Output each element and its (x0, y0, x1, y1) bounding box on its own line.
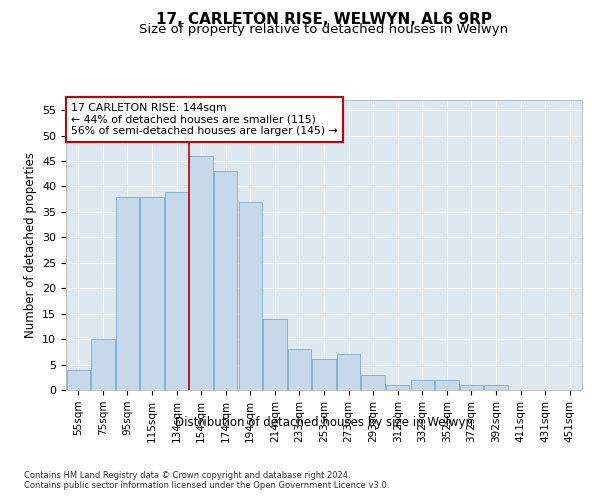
Bar (386, 385, 409, 390)
Bar (140, 196, 164, 390)
Bar (337, 354, 360, 390)
Bar (361, 374, 385, 390)
Text: 17, CARLETON RISE, WELWYN, AL6 9RP: 17, CARLETON RISE, WELWYN, AL6 9RP (156, 12, 492, 28)
Bar (165, 192, 188, 390)
Bar (91, 339, 115, 390)
Bar (410, 380, 434, 390)
Text: Contains HM Land Registry data © Crown copyright and database right 2024.: Contains HM Land Registry data © Crown c… (24, 470, 350, 480)
Text: Contains public sector information licensed under the Open Government Licence v3: Contains public sector information licen… (24, 480, 389, 490)
Bar (484, 385, 508, 390)
Bar (460, 385, 483, 390)
Bar (263, 319, 287, 390)
Text: Distribution of detached houses by size in Welwyn: Distribution of detached houses by size … (175, 416, 473, 429)
Bar (288, 350, 311, 390)
Y-axis label: Number of detached properties: Number of detached properties (23, 152, 37, 338)
Bar (435, 380, 458, 390)
Bar (67, 370, 90, 390)
Bar (116, 196, 139, 390)
Text: Size of property relative to detached houses in Welwyn: Size of property relative to detached ho… (139, 22, 509, 36)
Text: 17 CARLETON RISE: 144sqm
← 44% of detached houses are smaller (115)
56% of semi-: 17 CARLETON RISE: 144sqm ← 44% of detach… (71, 103, 338, 136)
Bar (239, 202, 262, 390)
Bar (214, 171, 238, 390)
Bar (190, 156, 213, 390)
Bar (313, 360, 335, 390)
